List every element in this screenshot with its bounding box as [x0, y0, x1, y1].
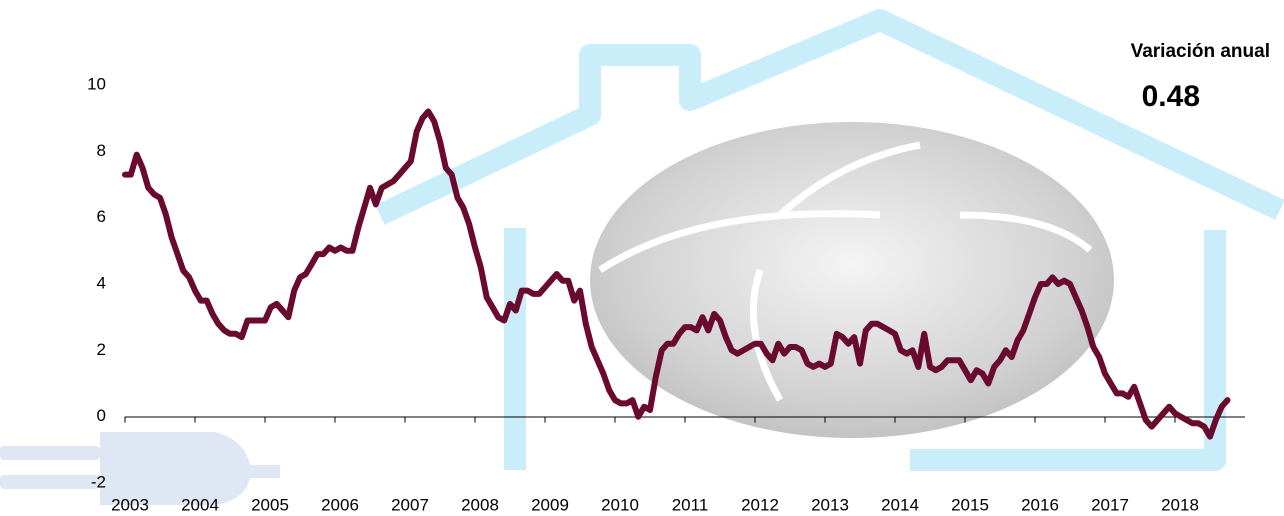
x-tick-label: 2010: [601, 495, 639, 514]
x-tick-label: 2013: [811, 495, 849, 514]
data-line: [122, 108, 1231, 440]
y-tick-label: 4: [97, 273, 106, 292]
x-tick-label: 2009: [531, 495, 569, 514]
background-logo: [0, 9, 1284, 505]
x-tick-label: 2011: [672, 495, 709, 514]
y-tick-label: 6: [97, 207, 106, 226]
x-tick-label: 2014: [881, 495, 919, 514]
x-tick-label: 2018: [1161, 495, 1199, 514]
x-tick-label: 2015: [951, 495, 989, 514]
x-tick-label: 2005: [251, 495, 289, 514]
x-tick-label: 2008: [461, 495, 499, 514]
x-tick-label: 2003: [111, 495, 149, 514]
x-tick-label: 2017: [1091, 495, 1129, 514]
x-tick-label: 2012: [741, 495, 779, 514]
annotation-value: 0.48: [1142, 80, 1200, 113]
y-tick-label: 0: [97, 406, 106, 425]
annotation-label: Variación anual: [1131, 41, 1270, 62]
x-tick-label: 2016: [1021, 495, 1059, 514]
y-tick-label: 8: [97, 141, 106, 160]
y-tick-label: 10: [87, 74, 106, 93]
y-tick-label: -2: [91, 472, 106, 491]
x-tick-label: 2004: [181, 495, 219, 514]
x-tick-label: 2007: [391, 495, 429, 514]
y-tick-label: 2: [97, 340, 106, 359]
x-tick-label: 2006: [321, 495, 359, 514]
